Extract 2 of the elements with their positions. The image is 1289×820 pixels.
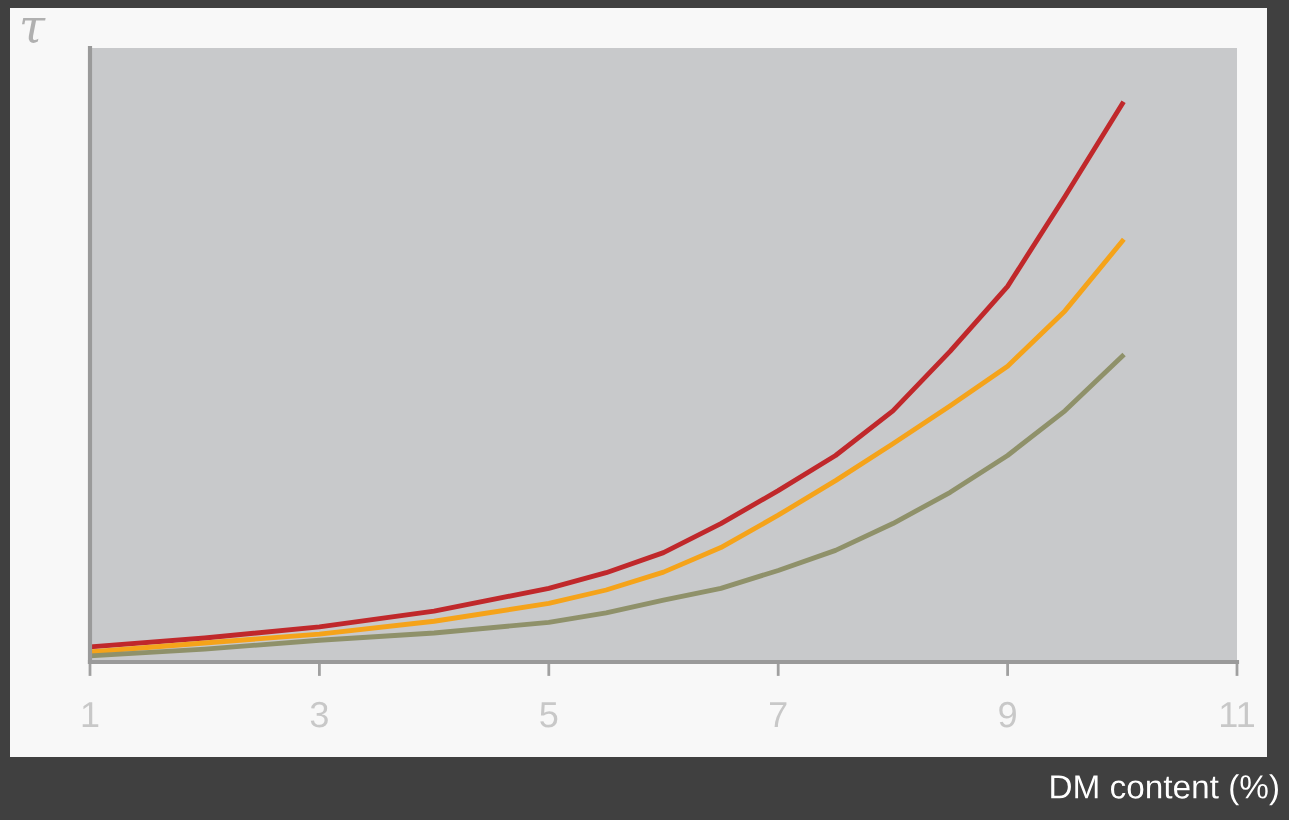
y-axis-title: τ	[22, 18, 46, 43]
x-axis-title: DM content (%)	[1051, 774, 1278, 806]
